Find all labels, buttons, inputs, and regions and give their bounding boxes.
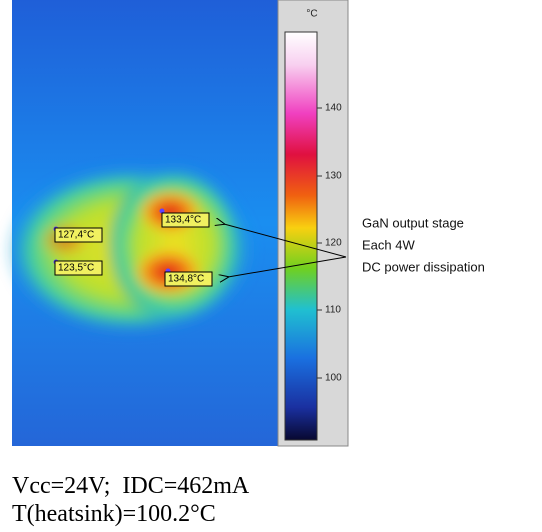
caption: T(heatsink)=100.2°C — [12, 501, 216, 527]
colorbar-tick: 130 — [325, 171, 342, 182]
colorbar: °C 140 130 120 110 100 — [277, 0, 349, 447]
colorbar-tick: 100 — [325, 373, 342, 384]
spot-label: 134,8°C — [168, 274, 204, 285]
spot-label: 127,4°C — [58, 230, 94, 241]
thermal-image — [5, 0, 278, 446]
spot-label: 123,5°C — [58, 263, 94, 274]
annotation: GaN output stage — [362, 215, 464, 230]
arrows — [224, 224, 347, 277]
colorbar-tick: 120 — [325, 238, 342, 249]
annotation: Each 4W — [362, 237, 415, 252]
spot-labels: 127,4°C 123,5°C 133,4°C 134,8°C — [53, 208, 213, 287]
caption: Vcc=24V; IDC=462mA — [12, 473, 250, 499]
colorbar-unit: °C — [306, 9, 317, 20]
colorbar-tick: 110 — [325, 305, 341, 316]
spot-label: 133,4°C — [165, 215, 201, 226]
colorbar-tick: 140 — [325, 103, 342, 114]
annotation: DC power dissipation — [362, 259, 485, 274]
